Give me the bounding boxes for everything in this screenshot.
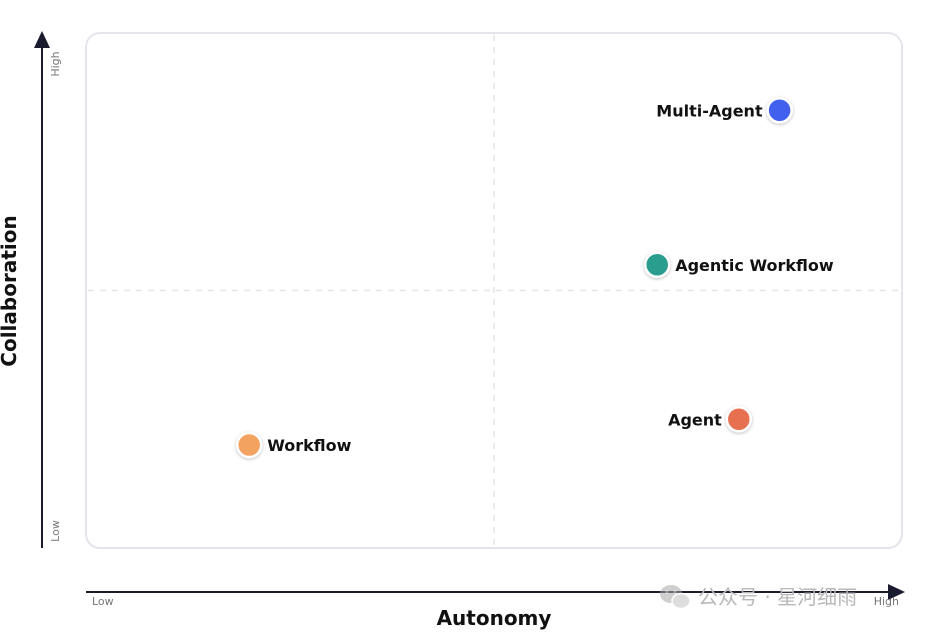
point-label: Multi-Agent — [656, 101, 763, 120]
watermark-text: 公众号 · 星河细雨 — [698, 585, 857, 609]
y-axis-arrow — [34, 31, 50, 48]
point-marker — [235, 431, 263, 459]
x-axis-title: Autonomy — [437, 606, 552, 630]
point-marker — [766, 97, 793, 124]
y-tick-low: Low — [49, 520, 62, 542]
point-3: Multi-Agent — [656, 97, 793, 124]
point-label: Agent — [668, 410, 722, 429]
point-marker — [643, 251, 671, 278]
point-label: Agentic Workflow — [675, 256, 834, 275]
data-points: Workflow Agent Agentic Workflow Multi-Agent — [235, 97, 834, 459]
x-axis-arrow — [888, 584, 905, 600]
point-label: Workflow — [267, 436, 351, 455]
point-1: Agent — [668, 406, 753, 433]
point-0: Workflow — [235, 431, 352, 459]
point-2: Agentic Workflow — [643, 251, 834, 278]
x-tick-low: Low — [92, 595, 114, 608]
point-marker — [725, 406, 753, 433]
y-axis-title: Collaboration — [0, 215, 21, 366]
wechat-icon — [660, 585, 691, 610]
y-tick-high: High — [49, 51, 62, 76]
watermark: 公众号 · 星河细雨 — [660, 585, 857, 610]
x-tick-high: High — [874, 595, 899, 608]
